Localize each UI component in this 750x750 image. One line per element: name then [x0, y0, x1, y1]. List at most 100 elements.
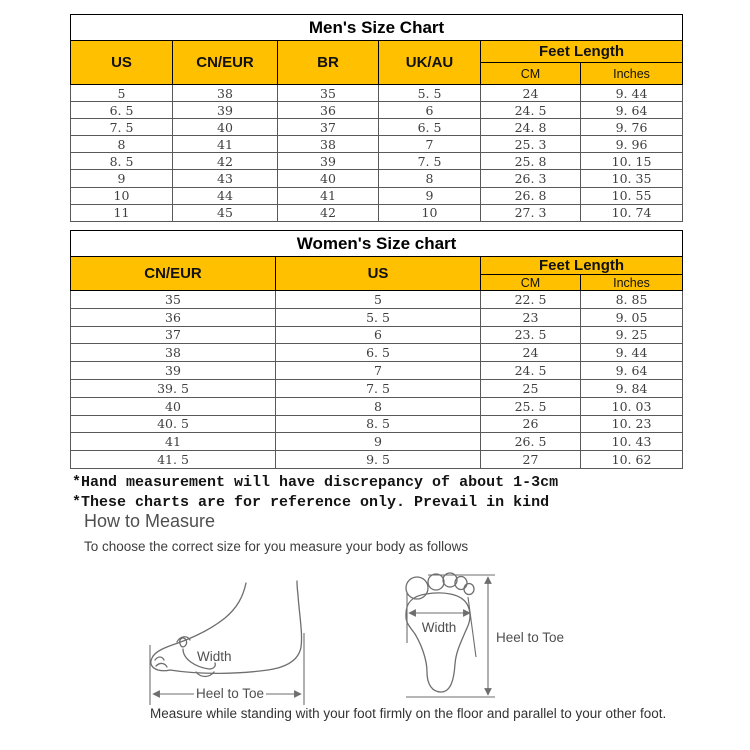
table-cell: 26: [480, 414, 581, 434]
table-cell: 40: [70, 396, 276, 416]
table-row: 8 41 38 7 25. 3 9. 96: [70, 135, 684, 154]
table-cell: 39. 5: [70, 378, 276, 398]
men-col-header-cm: CM: [480, 62, 581, 85]
table-cell: 10. 43: [579, 432, 684, 452]
table-cell: 8: [70, 135, 173, 154]
table-cell: 6: [378, 101, 481, 120]
table-cell: 26. 8: [480, 186, 581, 205]
table-cell: 9: [275, 432, 481, 452]
table-cell: 10. 03: [579, 396, 684, 416]
toe: [463, 582, 475, 596]
table-cell: 25: [480, 378, 581, 398]
table-row: 41 9 26. 5 10. 43: [70, 432, 684, 452]
table-cell: 8. 5: [275, 414, 481, 434]
table-row: 40. 5 8. 5 26 10. 23: [70, 414, 684, 434]
table-cell: 38: [70, 343, 276, 363]
table-cell: 10: [378, 203, 481, 222]
table-row: 8. 5 42 39 7. 5 25. 8 10. 15: [70, 152, 684, 171]
table-cell: 7: [275, 361, 481, 380]
table-row: 5 38 35 5. 5 24 9. 44: [70, 83, 684, 103]
table-cell: 7. 5: [275, 378, 481, 398]
table-cell: 8: [275, 396, 481, 416]
table-cell: 10. 74: [579, 203, 684, 222]
table-row: 39. 5 7. 5 25 9. 84: [70, 378, 684, 398]
table-cell: 41: [277, 186, 379, 205]
mens-size-chart-table: Men's Size Chart US CN/EUR BR UK/AU Feet…: [69, 14, 684, 222]
table-cell: 24: [480, 343, 581, 363]
women-col-header-cn-eur: CN/EUR: [70, 256, 276, 291]
instep-girth-mark: [179, 637, 188, 648]
mens-chart-title: Men's Size Chart: [69, 14, 684, 41]
womens-size-chart-table: Women's Size chart CN/EUR US Feet Length…: [69, 230, 684, 469]
foot-outline: [150, 580, 303, 675]
table-cell: 9. 5: [275, 450, 481, 469]
table-cell: 8. 5: [70, 152, 173, 171]
table-row: 41. 5 9. 5 27 10. 62: [70, 450, 684, 469]
sole-heel-to-toe-label: Heel to Toe: [496, 630, 564, 645]
table-cell: 42: [277, 203, 379, 222]
table-cell: 45: [172, 203, 278, 222]
table-cell: 25. 3: [480, 135, 581, 154]
table-cell: 9: [378, 186, 481, 205]
table-cell: 5. 5: [378, 83, 481, 103]
foot-sole-view-diagram: Width Heel to Toe: [405, 572, 564, 698]
table-cell: 9. 64: [579, 361, 684, 380]
side-heel-to-toe-label: Heel to Toe: [196, 686, 264, 701]
side-width-label: Width: [197, 649, 232, 664]
women-col-header-inches: Inches: [579, 274, 684, 291]
table-cell: 11: [70, 203, 173, 222]
table-cell: 35: [277, 83, 379, 103]
table-cell: 7: [378, 135, 481, 154]
women-col-header-feet-length: Feet Length: [479, 256, 684, 275]
table-cell: 10: [70, 186, 173, 205]
table-cell: 44: [172, 186, 278, 205]
table-cell: 39: [277, 152, 379, 171]
men-col-header-br: BR: [277, 40, 379, 85]
table-cell: 6. 5: [275, 343, 481, 363]
table-cell: 8. 85: [579, 290, 684, 309]
table-cell: 5. 5: [275, 307, 481, 327]
table-row: 38 6. 5 24 9. 44: [70, 343, 684, 363]
table-cell: 37: [70, 325, 276, 345]
men-col-header-us: US: [70, 40, 173, 85]
toe: [454, 575, 468, 591]
table-cell: 9. 76: [579, 118, 684, 137]
table-cell: 22. 5: [480, 290, 581, 309]
table-cell: 7. 5: [378, 152, 481, 171]
sole-width-label: Width: [422, 620, 457, 635]
table-cell: 24. 5: [480, 361, 581, 380]
table-cell: 40: [172, 118, 278, 137]
table-cell: 10. 15: [579, 152, 684, 171]
table-cell: 24. 8: [480, 118, 581, 137]
table-cell: 23. 5: [480, 325, 581, 345]
table-cell: 23: [480, 307, 581, 327]
toe: [427, 573, 445, 591]
table-cell: 39: [70, 361, 276, 380]
table-cell: 41. 5: [70, 450, 276, 469]
men-col-header-uk-au: UK/AU: [378, 40, 481, 85]
table-row: 10 44 41 9 26. 8 10. 55: [70, 186, 684, 205]
foot-side-view-diagram: Width Heel to Toe: [149, 580, 305, 705]
table-row: 6. 5 39 36 6 24. 5 9. 64: [70, 101, 684, 120]
table-cell: 10. 23: [579, 414, 684, 434]
table-cell: 24. 5: [480, 101, 581, 120]
table-row: 7. 5 40 37 6. 5 24. 8 9. 76: [70, 118, 684, 137]
table-cell: 9. 84: [579, 378, 684, 398]
table-cell: 24: [480, 83, 581, 103]
table-cell: 36: [277, 101, 379, 120]
table-row: 35 5 22. 5 8. 85: [70, 290, 684, 309]
sole-outline: [405, 592, 471, 693]
table-cell: 9. 96: [579, 135, 684, 154]
table-cell: 27. 3: [480, 203, 581, 222]
table-cell: 9. 05: [579, 307, 684, 327]
note-measurement-discrepancy: *Hand measurement will have discrepancy …: [72, 474, 559, 491]
table-row: 39 7 24. 5 9. 64: [70, 361, 684, 380]
toe-knuckle: [176, 636, 191, 643]
men-col-header-cn-eur: CN/EUR: [172, 40, 278, 85]
toe-detail: [155, 662, 168, 668]
table-cell: 38: [172, 83, 278, 103]
table-cell: 26. 5: [480, 432, 581, 452]
table-cell: 27: [480, 450, 581, 469]
